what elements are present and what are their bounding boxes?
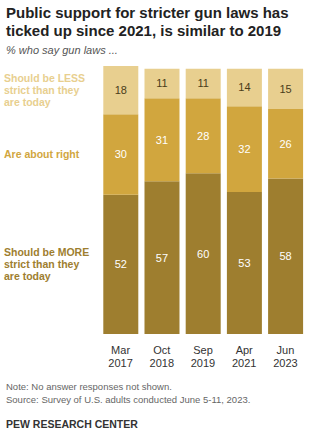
svg-text:30: 30 <box>115 148 127 160</box>
svg-text:32: 32 <box>238 143 250 155</box>
html-text:% who say gun laws ...: % who say gun laws ... <box>6 44 118 56</box>
svg-text:53: 53 <box>238 257 250 269</box>
svg-text:26: 26 <box>279 138 291 150</box>
svg-text:58: 58 <box>279 250 291 262</box>
svg-text:Oct2018: Oct2018 <box>150 344 174 369</box>
svg-text:Sep2019: Sep2019 <box>191 344 215 369</box>
svg-text:18: 18 <box>115 84 127 96</box>
svg-text:Jun2023: Jun2023 <box>273 344 297 369</box>
svg-text:57: 57 <box>156 252 168 264</box>
svg-text:Apr2021: Apr2021 <box>232 344 256 369</box>
svg-text:Should be MOREstrict than they: Should be MOREstrict than theyare today <box>8 246 89 282</box>
svg-text:11: 11 <box>156 77 167 89</box>
svg-text:Are about right: Are about right <box>8 148 80 160</box>
svg-text:52: 52 <box>115 258 127 270</box>
html-text:PEW RESEARCH CENTER: PEW RESEARCH CENTER <box>6 418 138 430</box>
html-text:Public support for stricter gu: Public support for stricter gun laws has… <box>6 4 289 39</box>
svg-text:60: 60 <box>197 248 209 260</box>
svg-text:11: 11 <box>197 77 208 89</box>
svg-text:Should be LESSstrict than they: Should be LESSstrict than theyare today <box>8 72 85 108</box>
html-text:Note: No answer responses not: Note: No answer responses not shown. <box>6 381 172 392</box>
svg-text:14: 14 <box>238 81 250 93</box>
svg-text:31: 31 <box>156 134 168 146</box>
svg-text:Mar2017: Mar2017 <box>108 344 132 369</box>
svg-text:28: 28 <box>197 130 209 142</box>
svg-text:15: 15 <box>279 83 291 95</box>
html-text:Source: Survey of U.S. adults: Source: Survey of U.S. adults conducted … <box>6 394 251 405</box>
